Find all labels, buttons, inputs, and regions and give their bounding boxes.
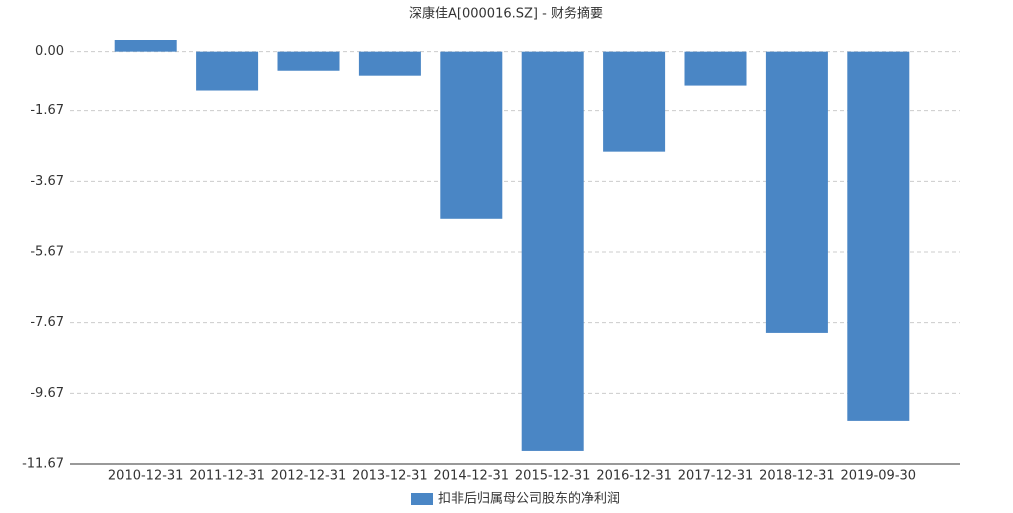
- y-tick-label: -9.67: [30, 386, 64, 401]
- y-tick-label: -1.67: [30, 103, 64, 118]
- chart-title: 深康佳A[000016.SZ] - 财务摘要: [409, 6, 603, 22]
- x-tick-label: 2010-12-31: [108, 469, 184, 484]
- bar: [196, 51, 259, 91]
- bar: [847, 51, 910, 421]
- x-tick-label: 2017-12-31: [678, 469, 754, 484]
- bar: [684, 51, 747, 86]
- y-tick-label: -3.67: [30, 174, 64, 189]
- x-tick-label: 2015-12-31: [515, 469, 591, 484]
- x-tick-label: 2013-12-31: [352, 469, 428, 484]
- bar: [521, 51, 584, 451]
- bar: [358, 51, 421, 76]
- x-tick-label: 2019-09-30: [841, 469, 917, 484]
- y-tick-label: -11.67: [22, 457, 64, 472]
- bar: [765, 51, 828, 333]
- x-tick-label: 2014-12-31: [434, 469, 510, 484]
- bar: [277, 51, 340, 71]
- y-tick-label: -7.67: [30, 315, 64, 330]
- x-tick-label: 2011-12-31: [189, 469, 265, 484]
- x-tick-label: 2018-12-31: [759, 469, 835, 484]
- legend-label: 扣非后归属母公司股东的净利润: [438, 491, 620, 507]
- legend-swatch: [411, 493, 433, 505]
- x-tick-label: 2012-12-31: [271, 469, 347, 484]
- bar: [440, 51, 503, 219]
- x-tick-label: 2016-12-31: [596, 469, 672, 484]
- y-tick-label: 0.00: [35, 44, 64, 59]
- y-tick-label: -5.67: [30, 245, 64, 260]
- bar: [114, 40, 177, 52]
- bar: [603, 51, 666, 152]
